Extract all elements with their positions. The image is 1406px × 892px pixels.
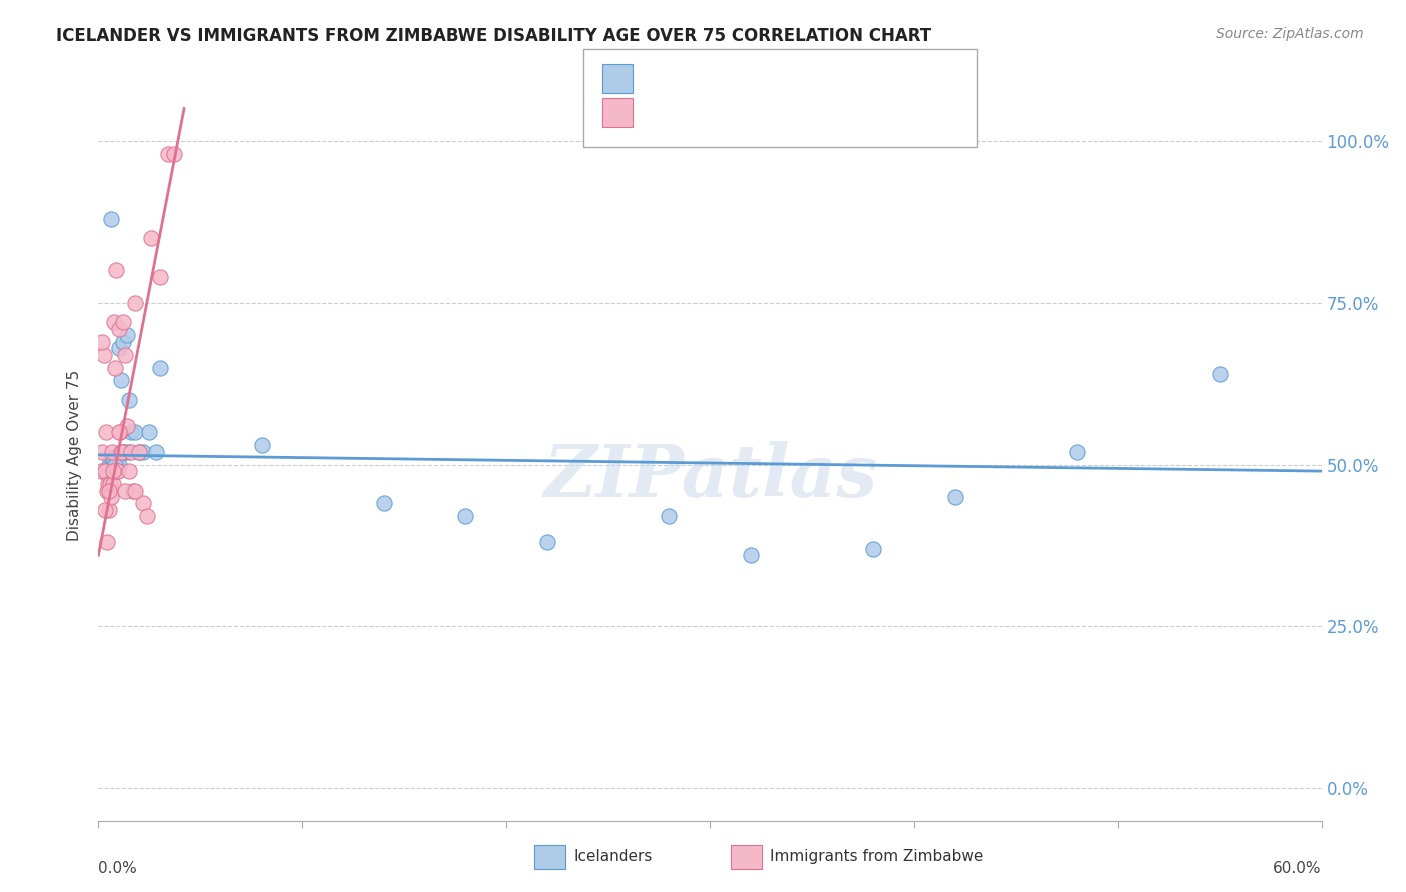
Point (90, 464, 112, 478)
Point (100, 451, 122, 466)
Point (111, 315, 134, 329)
Point (108, 341, 131, 355)
Point (114, 444, 136, 458)
Point (104, 458, 127, 472)
Point (97, 477, 120, 491)
Point (111, 444, 134, 458)
Point (100, 211, 122, 226)
Point (101, 451, 124, 466)
Point (163, 147, 186, 161)
Text: ICELANDER VS IMMIGRANTS FROM ZIMBABWE DISABILITY AGE OVER 75 CORRELATION CHART: ICELANDER VS IMMIGRANTS FROM ZIMBABWE DI… (56, 27, 931, 45)
Point (250, 438, 273, 452)
Point (124, 425, 146, 440)
Point (120, 425, 142, 440)
Point (118, 392, 141, 407)
Point (100, 490, 122, 504)
Point (862, 541, 884, 556)
Point (94, 425, 117, 440)
Point (101, 458, 124, 472)
Point (97, 458, 120, 472)
Point (128, 444, 150, 458)
Point (124, 295, 146, 310)
Point (454, 509, 477, 524)
Point (97, 483, 120, 498)
Point (96, 535, 118, 549)
Point (124, 483, 146, 498)
Text: R = -0.027   N = 37: R = -0.027 N = 37 (644, 70, 821, 87)
Point (103, 315, 125, 329)
Point (91, 444, 114, 458)
Point (105, 458, 128, 472)
Point (145, 444, 167, 458)
Point (1066, 444, 1088, 458)
Point (91, 334, 114, 349)
Text: 60.0%: 60.0% (1274, 861, 1322, 876)
Point (156, 147, 179, 161)
Text: ZIPatlas: ZIPatlas (543, 442, 877, 512)
Point (536, 535, 558, 549)
Point (97, 470, 120, 484)
Text: Icelanders: Icelanders (574, 849, 652, 864)
Point (93, 348, 115, 362)
Y-axis label: Disability Age Over 75: Disability Age Over 75 (67, 369, 83, 541)
Point (122, 483, 145, 498)
Point (96, 483, 118, 498)
Point (132, 444, 155, 458)
Point (110, 444, 132, 458)
Point (111, 444, 134, 458)
Point (93, 464, 115, 478)
Point (120, 444, 142, 458)
Point (115, 328, 138, 343)
Point (107, 464, 129, 478)
Point (111, 334, 134, 349)
Text: R =  0.669   N = 43: R = 0.669 N = 43 (644, 103, 820, 121)
Point (108, 458, 131, 472)
Text: Immigrants from Zimbabwe: Immigrants from Zimbabwe (770, 849, 984, 864)
Point (136, 509, 159, 524)
Point (1208, 367, 1232, 381)
Text: Source: ZipAtlas.com: Source: ZipAtlas.com (1216, 27, 1364, 41)
Point (141, 231, 163, 245)
Point (108, 425, 131, 440)
Point (101, 464, 124, 478)
Point (108, 425, 131, 440)
Point (118, 464, 141, 478)
Point (108, 321, 131, 335)
Point (98, 477, 121, 491)
Point (132, 496, 155, 510)
Point (93, 503, 115, 517)
Point (110, 374, 132, 388)
Point (943, 490, 966, 504)
Point (128, 444, 150, 458)
Text: 0.0%: 0.0% (98, 861, 138, 876)
Point (658, 509, 681, 524)
Point (114, 483, 136, 498)
Point (114, 348, 136, 362)
Point (105, 464, 128, 478)
Point (97, 503, 120, 517)
Point (100, 444, 122, 458)
Point (740, 548, 762, 562)
Point (138, 425, 160, 440)
Point (101, 477, 124, 491)
Point (118, 444, 141, 458)
Point (149, 360, 172, 375)
Point (373, 496, 395, 510)
Point (96, 464, 118, 478)
Point (149, 269, 172, 284)
Point (104, 263, 127, 277)
Point (93, 464, 115, 478)
Point (104, 360, 127, 375)
Point (115, 418, 138, 433)
Point (104, 464, 127, 478)
